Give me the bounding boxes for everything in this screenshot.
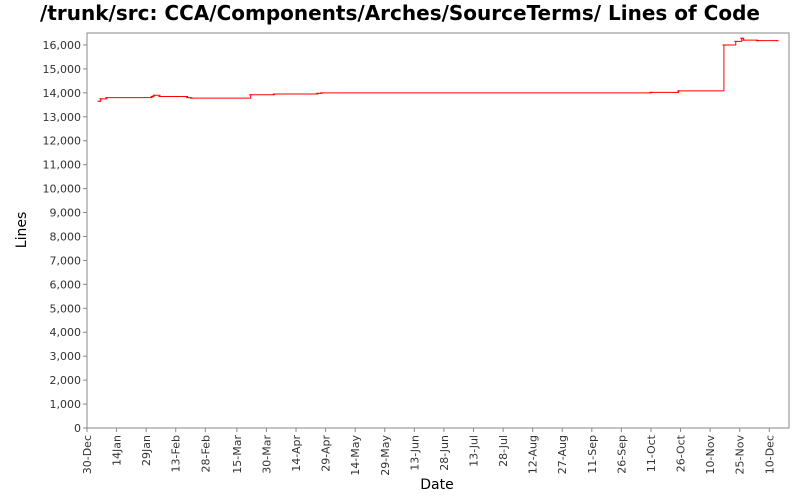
y-tick-label: 12,000 <box>43 135 82 148</box>
y-tick-label: 0 <box>74 422 81 435</box>
x-tick-label: 12-Aug <box>527 435 540 474</box>
x-tick-label: 11-Sep <box>586 435 599 474</box>
x-axis: 30-Dec 14Jan 29Jan 13-Feb 28-Feb 15-Mar 30-Mar… <box>81 428 776 476</box>
y-axis-label: Lines <box>14 212 30 248</box>
x-tick-label: 29-May <box>379 435 392 476</box>
x-tick-label: 28-Jul <box>497 435 510 467</box>
y-tick-label: 14,000 <box>43 87 82 100</box>
y-tick-label: 6,000 <box>50 278 82 291</box>
x-tick-label: 28-Feb <box>199 435 212 472</box>
x-tick-label: 29-Apr <box>320 435 333 472</box>
x-tick-label: 10-Dec <box>763 435 776 474</box>
x-tick-label: 13-Feb <box>170 435 183 472</box>
series-points <box>97 37 779 102</box>
y-tick-label: 11,000 <box>43 159 82 172</box>
x-tick-label: 28-Jun <box>438 435 451 471</box>
x-tick-label: 10-Nov <box>704 435 717 475</box>
y-tick-label: 15,000 <box>43 63 82 76</box>
x-tick-label: 11-Oct <box>645 434 658 472</box>
x-tick-label: 29Jan <box>140 435 153 466</box>
x-tick-label: 30-Mar <box>260 435 273 474</box>
x-tick-label: 13-Jul <box>467 435 480 467</box>
x-tick-label: 15-Mar <box>231 435 244 474</box>
x-tick-label: 26-Sep <box>615 435 628 474</box>
x-tick-label: 13-Jun <box>408 435 421 471</box>
y-tick-label: 3,000 <box>50 350 82 363</box>
x-tick-label: 26-Oct <box>675 434 688 472</box>
chart-title: /trunk/src: CCA/Components/Arches/Source… <box>40 1 760 25</box>
x-tick-label: 14Jan <box>111 435 124 466</box>
y-tick-label: 8,000 <box>50 230 82 243</box>
x-tick-label: 14-May <box>349 435 362 476</box>
y-tick-label: 2,000 <box>50 374 82 387</box>
y-tick-label: 5,000 <box>50 302 82 315</box>
y-axis: 0 1,000 2,000 3,000 4,000 5,000 6,000 7,000 8,00… <box>43 39 87 435</box>
x-tick-label: 30-Dec <box>81 435 94 474</box>
y-tick-label: 16,000 <box>43 39 82 52</box>
x-tick-label: 25-Nov <box>734 435 747 475</box>
y-tick-label: 10,000 <box>43 183 82 196</box>
plot-area <box>86 32 790 429</box>
x-tick-label: 14-Apr <box>290 435 303 472</box>
y-tick-label: 9,000 <box>50 207 82 220</box>
y-tick-label: 4,000 <box>50 326 82 339</box>
y-tick-label: 1,000 <box>50 398 82 411</box>
y-tick-label: 7,000 <box>50 254 82 267</box>
x-tick-label: 27-Aug <box>556 435 569 474</box>
y-tick-label: 13,000 <box>43 111 82 124</box>
x-axis-label: Date <box>420 477 453 493</box>
